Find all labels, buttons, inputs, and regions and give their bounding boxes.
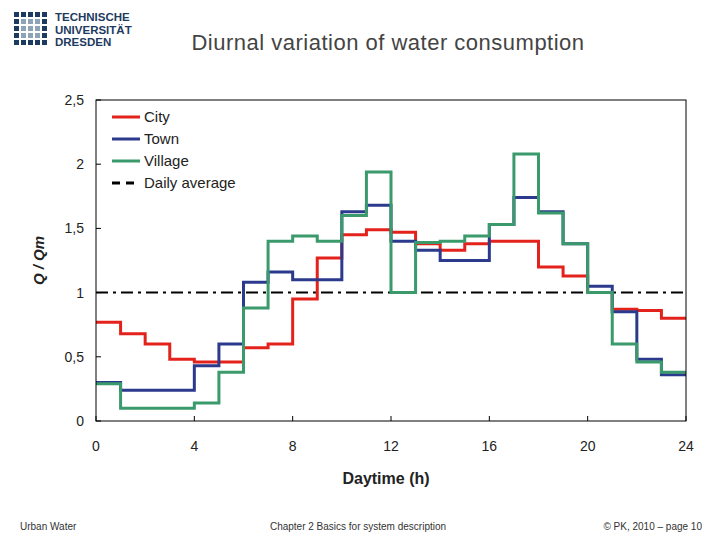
- y-tick-label: 0,5: [65, 349, 85, 365]
- legend-swatch: [112, 138, 140, 141]
- plot-area: [96, 100, 686, 421]
- x-tick-label: 4: [190, 438, 198, 454]
- legend-swatch: [112, 182, 140, 185]
- series-line: [96, 154, 686, 408]
- logo-dot: [42, 33, 47, 38]
- logo-dot: [21, 40, 26, 45]
- x-tick-label: 0: [92, 438, 100, 454]
- logo-dot: [21, 33, 26, 38]
- logo-dot: [28, 26, 33, 31]
- logo-text: UNIVERSITÄT: [55, 24, 132, 36]
- y-tick: [96, 228, 101, 229]
- logo-dot: [21, 12, 26, 17]
- y-tick-label: 2,5: [65, 92, 85, 108]
- x-tick: [686, 416, 687, 421]
- logo-dot: [14, 19, 19, 24]
- logo-dot: [21, 19, 26, 24]
- logo-dot: [35, 19, 40, 24]
- logo-dot: [21, 26, 26, 31]
- logo-text: TECHNISCHE: [55, 11, 130, 23]
- data-group: [96, 154, 686, 408]
- logo-dot: [14, 33, 19, 38]
- logo-dot: [28, 12, 33, 17]
- legend-swatch: [112, 116, 140, 119]
- logo-dot: [35, 40, 40, 45]
- y-tick: [96, 164, 101, 165]
- x-tick: [194, 416, 195, 421]
- logo-dot: [28, 40, 33, 45]
- footer-right: © PK, 2010 – page 10: [603, 521, 702, 532]
- x-tick: [391, 416, 392, 421]
- logo-dot: [35, 33, 40, 38]
- x-tick-label: 16: [482, 438, 498, 454]
- logo-dot: [14, 40, 19, 45]
- legend-label: City: [144, 108, 170, 125]
- logo-dot: [28, 33, 33, 38]
- y-tick-label: 2: [76, 156, 84, 172]
- legend-label: Town: [144, 130, 179, 147]
- logo-dot: [35, 26, 40, 31]
- y-tick: [96, 292, 101, 293]
- logo-dot: [42, 26, 47, 31]
- x-axis-label: Daytime (h): [342, 470, 429, 487]
- x-tick-label: 8: [289, 438, 297, 454]
- y-tick: [96, 421, 101, 422]
- x-tick-label: 12: [383, 438, 399, 454]
- legend-label: Village: [144, 152, 189, 169]
- y-tick-label: 1,5: [65, 220, 85, 236]
- logo-dot: [42, 19, 47, 24]
- logo-dot: [14, 26, 19, 31]
- y-tick: [96, 100, 101, 101]
- y-tick-label: 0: [76, 413, 84, 429]
- y-axis-label: Q / Qm: [30, 236, 47, 285]
- footer-left: Urban Water: [20, 521, 77, 532]
- x-tick: [96, 416, 97, 421]
- legend: City Town Village Daily average: [112, 108, 236, 191]
- logo-dot: [42, 12, 47, 17]
- x-tick: [489, 416, 490, 421]
- legend-swatch: [112, 160, 140, 163]
- logo-dot: [14, 12, 19, 17]
- legend-label: Daily average: [144, 174, 236, 191]
- logo-dot: [35, 12, 40, 17]
- slide: TECHNISCHEUNIVERSITÄTDRESDEN Diurnal vari…: [0, 0, 720, 540]
- x-tick: [292, 416, 293, 421]
- x-tick-label: 20: [580, 438, 596, 454]
- plot-frame: [96, 100, 686, 421]
- logo: TECHNISCHEUNIVERSITÄTDRESDEN: [14, 11, 132, 48]
- title: Diurnal variation of water consumption: [191, 30, 584, 55]
- x-tick-label: 24: [678, 438, 694, 454]
- y-tick-label: 1: [76, 285, 84, 301]
- logo-dot: [28, 19, 33, 24]
- logo-dot: [42, 40, 47, 45]
- footer-center: Chapter 2 Basics for system description: [270, 521, 446, 532]
- x-tick: [587, 416, 588, 421]
- logo-text: DRESDEN: [55, 36, 111, 48]
- y-tick: [96, 356, 101, 357]
